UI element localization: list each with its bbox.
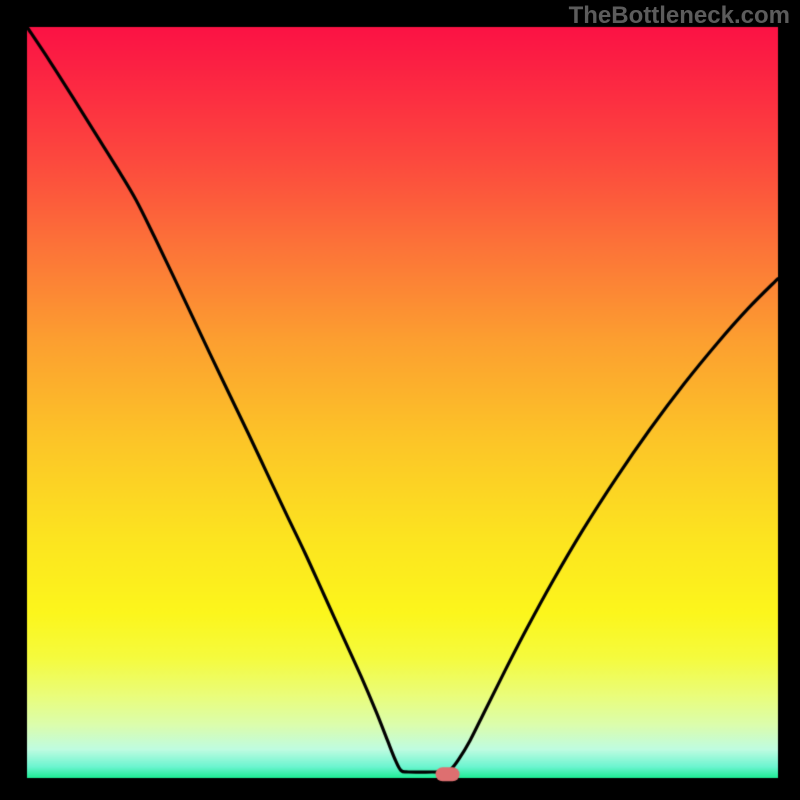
bottleneck-chart-canvas: [0, 0, 800, 800]
chart-stage: TheBottleneck.com: [0, 0, 800, 800]
watermark-text: TheBottleneck.com: [569, 2, 790, 30]
